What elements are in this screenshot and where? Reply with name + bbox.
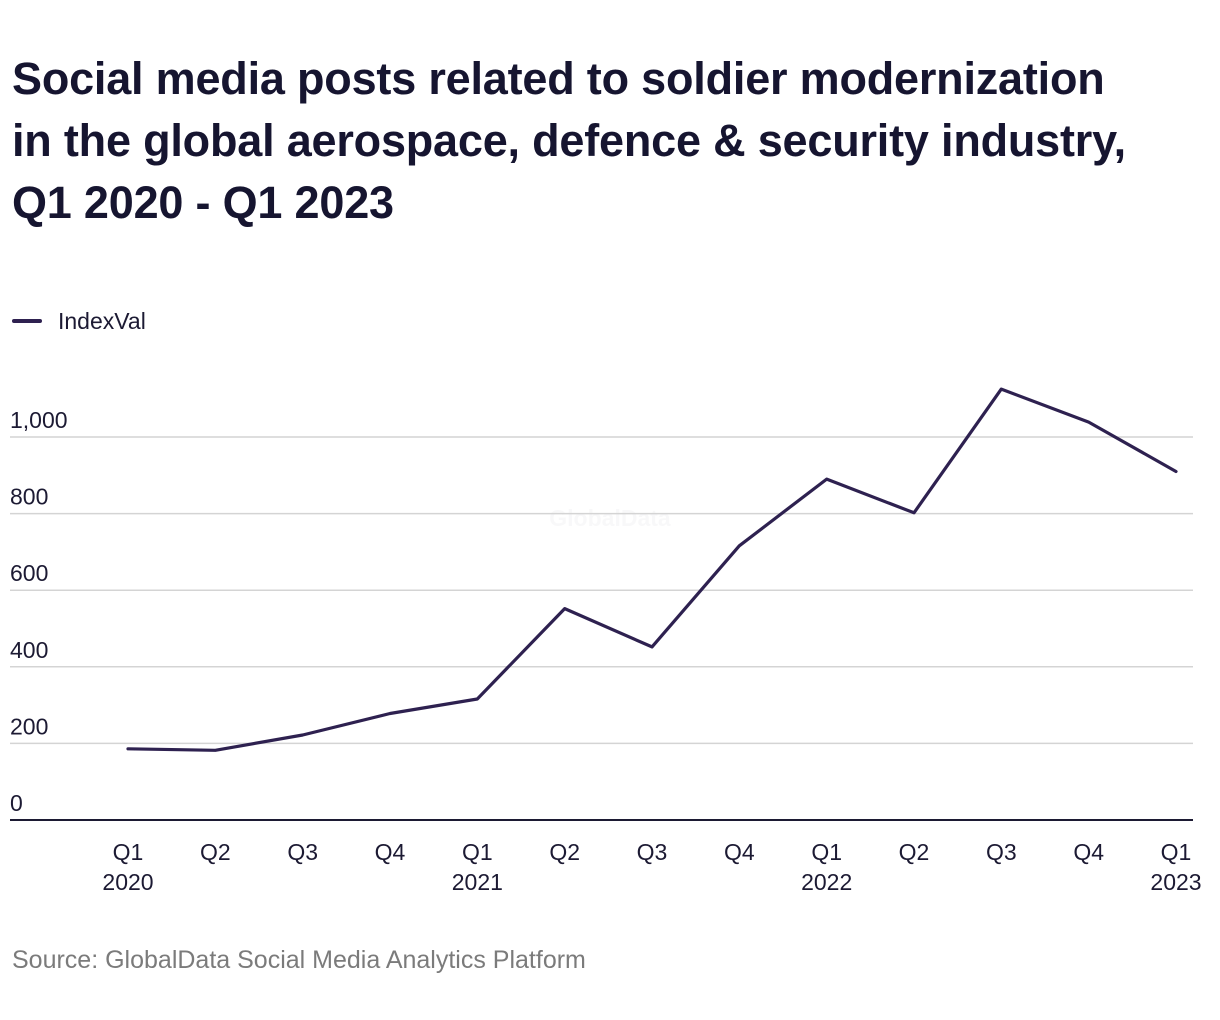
x-tick-label: Q1 [811, 839, 842, 865]
x-tick-label: Q3 [287, 839, 318, 865]
x-tick-label: Q2 [549, 839, 580, 865]
data-point [650, 645, 654, 649]
y-tick-label: 0 [10, 790, 23, 816]
chart-legend: IndexVal [12, 306, 146, 336]
data-point [1087, 420, 1091, 424]
x-axis-tick-labels: Q1 2020 Q2 Q3 Q4 Q1 2021 Q2 Q3 Q4 Q1 2022 Q2 Q3 Q4 Q1 20… [102, 839, 1201, 895]
legend-swatch-indexval [12, 319, 42, 323]
x-tick-label: Q4 [1073, 839, 1104, 865]
chart-title-line-1: Social media posts related to soldier mo… [12, 53, 1105, 104]
y-tick-label: 600 [10, 560, 48, 586]
y-tick-label: 1,000 [10, 407, 68, 433]
x-tick-label: Q2 [899, 839, 930, 865]
source-note: Source: GlobalData Social Media Analytic… [12, 946, 586, 974]
data-point [825, 477, 829, 481]
y-tick-label: 400 [10, 637, 48, 663]
x-tick-year-label: 2021 [452, 869, 503, 895]
y-tick-label: 800 [10, 484, 48, 510]
x-tick-label: Q3 [986, 839, 1017, 865]
x-tick-year-label: 2022 [801, 869, 852, 895]
data-point [126, 747, 130, 751]
grid-lines [10, 436, 1193, 745]
data-point [563, 607, 567, 611]
y-tick-label: 200 [10, 713, 48, 739]
chart-title-line-3: Q1 2020 - Q1 2023 [12, 177, 394, 228]
x-tick-year-label: 2020 [102, 869, 153, 895]
legend-label-indexval: IndexVal [58, 307, 146, 334]
chart-title-line-2: in the global aerospace, defence & secur… [12, 115, 1126, 166]
x-tick-year-label: 2023 [1150, 869, 1201, 895]
data-point [213, 748, 217, 752]
series-layer [126, 387, 1178, 752]
x-tick-label: Q4 [724, 839, 755, 865]
x-tick-label: Q1 [113, 839, 144, 865]
x-tick-label: Q1 [462, 839, 493, 865]
chart-title: Social media posts related to soldier mo… [12, 48, 1212, 234]
x-tick-label: Q3 [637, 839, 668, 865]
data-point [388, 712, 392, 716]
data-point [737, 544, 741, 548]
series-line-indexval [126, 387, 1178, 752]
x-tick-label: Q1 [1161, 839, 1192, 865]
data-point [999, 387, 1003, 391]
chart-watermark: GlobalData [549, 505, 671, 531]
data-point [912, 511, 916, 515]
data-point [475, 697, 479, 701]
y-axis-tick-labels: 0 200 400 600 800 1,000 [10, 407, 68, 816]
data-point [1174, 469, 1178, 473]
x-tick-label: Q2 [200, 839, 231, 865]
data-point [301, 733, 305, 737]
x-tick-label: Q4 [375, 839, 406, 865]
